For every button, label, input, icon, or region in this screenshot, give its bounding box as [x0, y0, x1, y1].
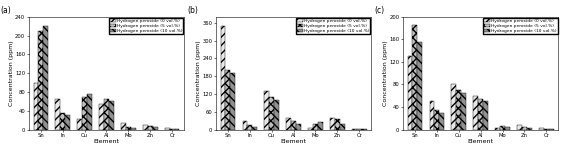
Y-axis label: Concentration (ppm): Concentration (ppm) — [383, 40, 388, 106]
Y-axis label: Concentration (ppm): Concentration (ppm) — [8, 40, 14, 106]
Bar — [87, 94, 92, 130]
Legend: Hydrogen peroxide (0 vol.%), Hydrogen peroxide (5 vol.%), Hydrogen peroxide (10 : Hydrogen peroxide (0 vol.%), Hydrogen pe… — [109, 18, 183, 34]
Bar — [296, 124, 301, 130]
Bar — [408, 56, 412, 130]
Bar — [274, 100, 279, 130]
Bar — [153, 127, 157, 130]
Bar — [291, 121, 296, 130]
Bar — [43, 26, 48, 130]
Bar — [340, 124, 345, 130]
Bar — [549, 129, 554, 130]
Bar — [313, 124, 318, 130]
X-axis label: Element: Element — [468, 140, 494, 144]
Bar — [309, 128, 313, 130]
Bar — [77, 119, 82, 130]
Bar — [265, 91, 269, 130]
Bar — [99, 104, 104, 130]
Bar — [439, 113, 444, 130]
Legend: Hydrogen peroxide (0 vol.%), Hydrogen peroxide (5 vol.%), Hydrogen peroxide (10 : Hydrogen peroxide (0 vol.%), Hydrogen pe… — [296, 18, 371, 34]
Bar — [175, 129, 179, 130]
Bar — [434, 110, 439, 130]
Bar — [473, 96, 478, 130]
Bar — [82, 97, 87, 130]
Bar — [430, 101, 434, 130]
Text: (b): (b) — [188, 6, 199, 15]
Bar — [478, 99, 483, 130]
Bar — [148, 126, 153, 130]
Bar — [452, 84, 456, 130]
Bar — [461, 93, 466, 130]
Bar — [505, 127, 510, 130]
Bar — [483, 101, 488, 130]
X-axis label: Element: Element — [280, 140, 307, 144]
Bar — [287, 118, 291, 130]
Bar — [412, 25, 417, 130]
Bar — [121, 123, 126, 130]
Bar — [456, 90, 461, 130]
Bar — [230, 73, 235, 130]
Bar — [226, 70, 230, 130]
Bar — [170, 129, 175, 130]
Bar — [221, 26, 226, 130]
Bar — [500, 126, 505, 130]
Bar — [243, 121, 248, 130]
Bar — [143, 125, 148, 130]
Text: (a): (a) — [1, 6, 11, 15]
Bar — [417, 42, 422, 130]
X-axis label: Element: Element — [94, 140, 120, 144]
Bar — [352, 129, 357, 130]
Bar — [495, 128, 500, 130]
Bar — [522, 127, 527, 130]
Bar — [33, 83, 38, 130]
Bar — [65, 116, 70, 130]
Bar — [38, 31, 43, 130]
Bar — [517, 125, 522, 130]
Bar — [131, 128, 136, 130]
Bar — [248, 125, 252, 130]
Bar — [330, 118, 335, 130]
Bar — [126, 127, 131, 130]
Bar — [357, 129, 362, 130]
Bar — [318, 122, 323, 130]
Bar — [109, 101, 114, 130]
Bar — [527, 128, 532, 130]
Bar — [252, 127, 257, 130]
Bar — [60, 113, 65, 130]
Bar — [539, 128, 544, 130]
Bar — [55, 99, 60, 130]
Y-axis label: Concentration (ppm): Concentration (ppm) — [196, 40, 201, 106]
Bar — [335, 119, 340, 130]
Legend: Hydrogen peroxide (0 vol.%), Hydrogen peroxide (5 vol.%), Hydrogen peroxide (10 : Hydrogen peroxide (0 vol.%), Hydrogen pe… — [483, 18, 558, 34]
Bar — [269, 97, 274, 130]
Text: (c): (c) — [375, 6, 385, 15]
Bar — [544, 129, 549, 130]
Bar — [165, 128, 170, 130]
Bar — [104, 99, 109, 130]
